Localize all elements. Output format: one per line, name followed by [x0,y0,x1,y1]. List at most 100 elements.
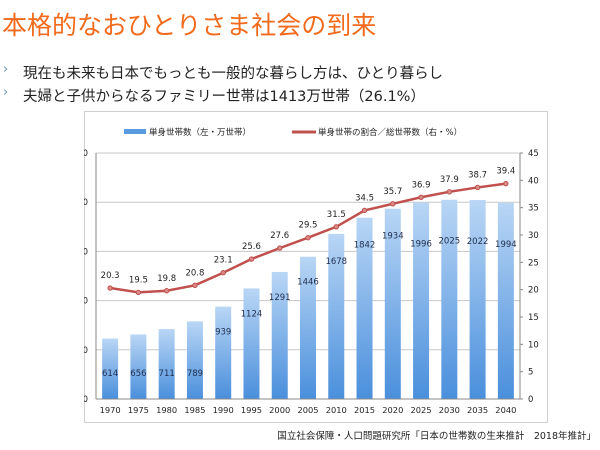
line-point [305,235,311,241]
right-axis-tick-label: 35 [528,204,539,214]
line-data-label: 27.6 [270,231,289,241]
legend-line-label: 単身世帯の割合／総世帯数（右・%） [318,127,462,138]
bar [130,334,147,399]
line-point [277,245,283,251]
line-data-label: 29.5 [299,221,318,231]
bullet-marker-icon: › [3,85,9,100]
line-point [248,256,255,262]
source-citation: 国立社会保障・人口問題研究所「日本の世帯数の生来推計 2018年推計」 [277,431,596,442]
bar-data-label: 1934 [382,232,404,242]
line-point [163,288,170,294]
left-axis-tick-label: 500 [84,346,88,356]
bar-data-label: 1996 [410,240,432,250]
bar [328,233,345,399]
household-chart: 単身世帯数（左・万世帯） 単身世帯の割合／総世帯数（右・%） 0 500 1000 1… [84,111,548,423]
line-point [503,180,509,187]
bar [271,271,288,399]
x-axis-tick-label: 1995 [241,405,262,415]
x-axis-tick-label: 2035 [467,405,488,415]
line-point [333,224,339,230]
right-axis-tick-label: 5 [528,368,533,378]
line-data-label: 34.5 [355,193,374,203]
bar [186,321,203,399]
bar-data-label: 2025 [439,237,461,247]
x-axis-tick-label: 2005 [297,405,318,415]
x-axis-tick-label: 2040 [495,405,516,415]
bar [413,202,430,399]
bar [469,200,486,399]
x-axis-tick-label: 1970 [100,405,121,415]
line-data-label: 20.3 [101,271,120,281]
x-axis-tick-label: 2030 [439,405,460,415]
x-axis-tick-label: 2010 [326,405,347,415]
bar-data-label: 656 [130,369,146,379]
bar [497,202,514,399]
bar-data-label: 1678 [325,257,347,267]
line-point [474,184,481,191]
bar [215,306,232,399]
left-axis-tick-label: 2500 [84,149,88,159]
legend-bar-swatch [124,129,146,134]
bar-data-label: 1291 [269,293,291,303]
bullet-text: 現在も未来も日本でもっとも一般的な暮らし方は、ひとり暮らし [23,66,444,82]
line-point [446,189,453,195]
bar-data-label: 1842 [354,241,376,251]
slide-title: 本格的なおひとりさま社会の到来 [2,11,377,40]
line-point [390,201,396,207]
line-point [418,194,424,200]
right-axis-tick-label: 20 [528,286,539,296]
left-axis-tick-label: 0 [84,395,88,405]
line-data-label: 23.1 [214,256,233,266]
line-data-label: 31.5 [327,210,346,220]
bar [356,217,373,399]
x-axis-tick-label: 1985 [184,405,205,415]
right-axis-tick-label: 30 [528,231,539,241]
right-axis-tick-label: 15 [528,313,539,323]
line-data-label: 35.7 [383,187,402,197]
line-data-label: 38.7 [468,170,487,180]
x-axis-tick-label: 2020 [382,405,403,415]
bar-data-label: 789 [187,369,203,379]
line-data-label: 39.4 [496,167,515,177]
left-axis-tick-label: 1500 [84,247,88,257]
bullet-text: 夫婦と子供からなるファミリー世帯は1413万世帯（26.1%） [23,89,425,105]
line-data-label: 19.5 [129,275,148,285]
left-axis-tick-label: 2000 [84,198,88,208]
x-axis-tick-label: 1975 [128,405,149,415]
bar-data-label: 939 [215,328,231,338]
x-axis-tick-label: 2000 [269,405,290,415]
line-data-label: 25.6 [242,242,261,252]
bar-data-label: 1124 [241,309,263,319]
right-axis-tick-label: 45 [528,149,539,159]
bar-data-label: 711 [159,369,175,379]
right-axis-tick-label: 10 [528,340,539,350]
bar [441,199,458,399]
line-point [192,282,198,288]
x-axis-tick-label: 2015 [354,405,375,415]
bar-data-label: 2022 [467,237,489,247]
line-data-label: 20.8 [185,268,204,278]
line-point [361,207,368,214]
bar [300,256,316,399]
bar-data-label: 614 [102,369,118,379]
line-data-label: 36.9 [412,180,431,190]
bullet-marker-icon: › [3,62,9,77]
bar [158,329,175,399]
x-axis-tick-label: 2025 [411,405,432,415]
bar-data-label: 1446 [297,278,319,288]
chart-legend: 単身世帯数（左・万世帯） 単身世帯の割合／総世帯数（右・%） [124,127,462,138]
legend-bar-label: 単身世帯数（左・万世帯） [149,127,251,138]
line-point [107,285,113,291]
line-data-label: 19.8 [157,274,176,284]
bar-data-label: 1994 [495,240,517,250]
line-point [135,289,142,296]
bar [102,338,119,399]
x-axis-tick-label: 1980 [156,405,177,415]
line-data-label: 37.9 [440,175,459,185]
bar [243,288,260,399]
bar [384,208,401,399]
left-axis-tick-label: 1000 [84,297,88,307]
right-axis-tick-label: 40 [528,176,539,186]
x-axis-tick-label: 1990 [213,405,234,415]
right-axis-tick-label: 0 [528,395,533,405]
